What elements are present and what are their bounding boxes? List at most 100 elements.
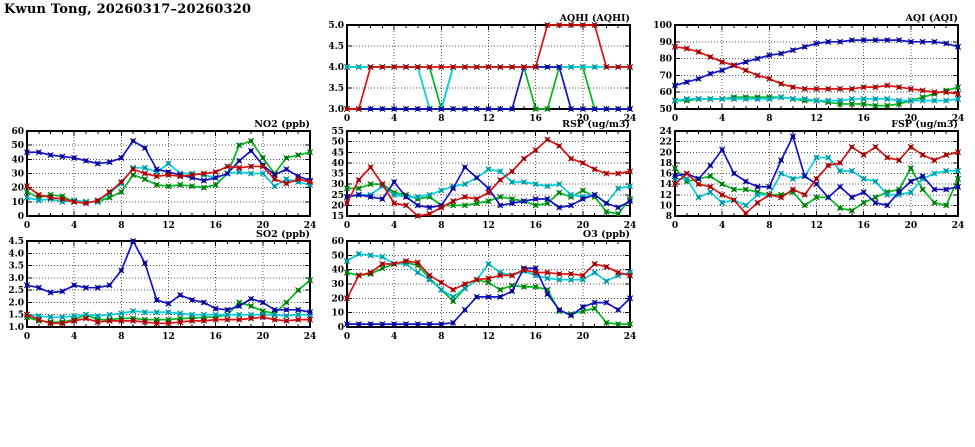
svg-text:20: 20 (257, 221, 270, 231)
aqhi-plot: 3.0 3.5 4.0 4.5 5.0 0 4 8 12 16 20 24 (328, 21, 637, 124)
svg-text:0: 0 (672, 221, 678, 231)
svg-text:12: 12 (810, 221, 823, 231)
svg-text:70: 70 (659, 71, 672, 81)
svg-text:25: 25 (331, 191, 344, 201)
svg-text:12: 12 (162, 221, 175, 231)
svg-text:8: 8 (438, 332, 444, 342)
svg-text:8: 8 (666, 212, 672, 222)
svg-text:22: 22 (659, 138, 672, 148)
svg-text:12: 12 (482, 332, 495, 342)
no2-plot: 0 10 20 30 40 50 60 0 4 8 12 16 20 24 (11, 127, 317, 231)
svg-text:16: 16 (529, 221, 542, 231)
svg-text:4: 4 (71, 332, 77, 342)
chart-o3: O3 (ppb) 0 10 20 30 40 50 60 0 4 8 12 16 20 24 (323, 228, 644, 347)
svg-text:15: 15 (331, 212, 344, 222)
svg-text:20: 20 (905, 114, 918, 124)
svg-text:24: 24 (304, 221, 317, 231)
svg-text:24: 24 (624, 332, 637, 342)
svg-text:12: 12 (162, 332, 175, 342)
chart-so2: SO2 (ppb) 1.0 1.5 2.0 2.5 3.0 3.5 4.0 4.5 0 4 8 12 1… (3, 228, 324, 347)
svg-text:40: 40 (331, 266, 344, 276)
o3-plot: 0 10 20 30 40 50 60 0 4 8 12 16 20 24 (331, 237, 637, 342)
chart-no2: NO2 (ppb) 0 10 20 30 40 50 60 0 4 8 12 16 20 24 (3, 118, 324, 236)
svg-text:60: 60 (331, 237, 344, 247)
svg-text:2.0: 2.0 (8, 298, 24, 308)
svg-text:4: 4 (71, 221, 77, 231)
svg-text:18: 18 (659, 159, 672, 169)
svg-text:4.5: 4.5 (8, 237, 24, 247)
svg-text:1.5: 1.5 (8, 311, 24, 321)
svg-text:0: 0 (338, 323, 344, 333)
svg-text:4.0: 4.0 (8, 249, 24, 259)
chart-title-no2: NO2 (ppb) (254, 119, 310, 130)
svg-text:90: 90 (659, 38, 672, 48)
svg-text:20: 20 (905, 221, 918, 231)
chart-title-aqhi: AQHI (AQHI) (559, 13, 630, 24)
svg-text:40: 40 (11, 155, 24, 165)
svg-text:4: 4 (391, 332, 397, 342)
svg-text:12: 12 (659, 191, 672, 201)
svg-text:8: 8 (438, 114, 444, 124)
svg-text:20: 20 (577, 221, 590, 231)
svg-text:12: 12 (482, 114, 495, 124)
svg-text:4: 4 (391, 114, 397, 124)
svg-text:20: 20 (331, 201, 344, 211)
svg-text:20: 20 (331, 294, 344, 304)
svg-text:4.5: 4.5 (328, 42, 344, 52)
svg-text:55: 55 (331, 127, 344, 137)
so2-plot: 1.0 1.5 2.0 2.5 3.0 3.5 4.0 4.5 0 4 8 12 16 20 24 (8, 237, 317, 342)
svg-text:24: 24 (624, 114, 637, 124)
svg-text:14: 14 (659, 180, 672, 190)
svg-text:30: 30 (11, 170, 24, 180)
svg-text:16: 16 (659, 170, 672, 180)
svg-text:20: 20 (659, 148, 672, 158)
aqi-plot: 50 60 70 80 90 100 0 4 8 12 16 20 24 (653, 21, 964, 124)
svg-text:24: 24 (952, 221, 965, 231)
chart-aqhi: AQHI (AQHI) 3.0 3.5 4.0 4.5 5.0 0 4 8 12 16 20 24 (323, 12, 644, 129)
svg-text:0: 0 (344, 332, 350, 342)
svg-text:16: 16 (209, 221, 222, 231)
svg-text:60: 60 (11, 127, 24, 137)
page-title: Kwun Tong, 20260317–20260320 (4, 2, 252, 17)
svg-text:5.0: 5.0 (328, 21, 344, 31)
series-cyan-line (346, 253, 631, 298)
svg-text:0: 0 (18, 212, 24, 222)
svg-text:10: 10 (331, 309, 344, 319)
svg-text:8: 8 (766, 221, 772, 231)
svg-text:50: 50 (659, 105, 672, 115)
svg-text:30: 30 (331, 180, 344, 190)
svg-text:3.5: 3.5 (8, 262, 24, 272)
svg-text:4: 4 (719, 114, 725, 124)
series-red-line (346, 138, 631, 217)
svg-text:16: 16 (529, 332, 542, 342)
svg-text:10: 10 (11, 198, 24, 208)
chart-aqi: AQI (AQI) 50 60 70 80 90 100 0 4 8 12 16 20 24 (651, 12, 972, 129)
chart-title-aqi: AQI (AQI) (905, 13, 958, 24)
svg-text:100: 100 (653, 21, 672, 31)
svg-text:30: 30 (331, 280, 344, 290)
svg-text:0: 0 (344, 114, 350, 124)
chart-title-so2: SO2 (ppb) (256, 229, 310, 240)
svg-text:16: 16 (529, 114, 542, 124)
svg-text:3.5: 3.5 (328, 84, 344, 94)
chart-title-rsp: RSP (ug/m3) (562, 119, 630, 130)
svg-text:3.0: 3.0 (328, 105, 344, 115)
svg-text:0: 0 (672, 114, 678, 124)
svg-text:45: 45 (331, 148, 344, 158)
svg-text:50: 50 (331, 138, 344, 148)
chart-rsp: RSP (ug/m3) 15 20 25 30 35 40 45 50 55 0 4 8 12 16 20 2… (323, 118, 644, 236)
svg-text:24: 24 (624, 221, 637, 231)
chart-fsp: FSP (ug/m3) 8 10 12 14 16 18 20 22 24 0 4 8 12 16 20 24 (651, 118, 972, 236)
svg-text:4.0: 4.0 (328, 63, 344, 73)
svg-text:12: 12 (482, 221, 495, 231)
svg-text:80: 80 (659, 55, 672, 65)
svg-text:40: 40 (331, 159, 344, 169)
svg-text:1.0: 1.0 (8, 323, 24, 333)
svg-text:24: 24 (304, 332, 317, 342)
svg-text:35: 35 (331, 170, 344, 180)
chart-title-fsp: FSP (ug/m3) (891, 119, 958, 130)
svg-text:50: 50 (331, 251, 344, 261)
svg-text:16: 16 (209, 332, 222, 342)
svg-text:8: 8 (118, 332, 124, 342)
svg-text:24: 24 (659, 127, 672, 137)
